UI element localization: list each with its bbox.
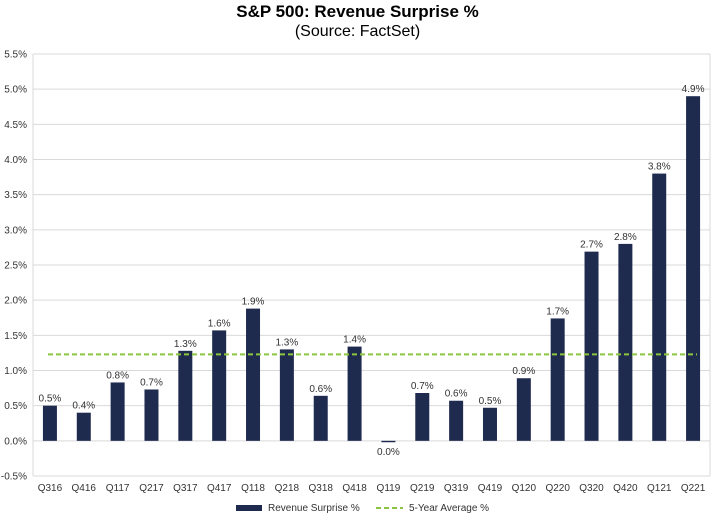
data-label: 4.9% [682, 84, 705, 95]
legend-label-revenue: Revenue Surprise % [268, 503, 360, 514]
x-tick-label: Q121 [647, 483, 672, 494]
bar [279, 349, 294, 441]
bar [246, 308, 261, 441]
data-label: 0.5% [39, 394, 62, 405]
data-label: 1.9% [242, 297, 265, 308]
bar [584, 251, 599, 441]
bar [550, 318, 565, 441]
x-tick-label: Q218 [275, 483, 300, 494]
y-tick-label: 2.0% [4, 296, 27, 307]
chart-subtitle: (Source: FactSet) [294, 23, 421, 40]
y-tick-label: 5.5% [4, 50, 27, 61]
chart-title: S&P 500: Revenue Surprise % [236, 2, 479, 21]
data-label: 0.0% [377, 447, 400, 458]
data-label: 0.7% [411, 381, 434, 392]
y-tick-label: 1.5% [4, 331, 27, 342]
data-label: 0.4% [72, 401, 95, 412]
y-tick-label: 2.5% [4, 261, 27, 272]
data-label: 0.5% [479, 396, 502, 407]
bar [178, 350, 193, 441]
data-label: 1.3% [174, 339, 197, 350]
bar [618, 243, 633, 441]
bar [482, 407, 497, 441]
bar [110, 382, 125, 441]
bar [516, 378, 531, 441]
y-tick-label: 4.5% [4, 120, 27, 131]
bar [212, 330, 227, 441]
x-tick-label: Q217 [139, 483, 164, 494]
data-label: 1.3% [275, 337, 298, 348]
bar [42, 405, 57, 441]
x-tick-label: Q418 [342, 483, 367, 494]
y-tick-label: 5.0% [4, 85, 27, 96]
x-tick-label: Q317 [173, 483, 198, 494]
bar [449, 400, 464, 441]
x-tick-label: Q416 [72, 483, 97, 494]
legend: Revenue Surprise % 5-Year Average % [236, 503, 489, 514]
data-label: 0.7% [140, 377, 163, 388]
bar [652, 173, 667, 441]
data-label: 3.8% [648, 162, 671, 173]
y-tick-label: 1.0% [4, 366, 27, 377]
x-tick-label: Q318 [308, 483, 333, 494]
data-label: 2.8% [614, 232, 637, 243]
data-label: 0.6% [309, 384, 332, 395]
y-tick-label: 3.5% [4, 190, 27, 201]
x-tick-label: Q316 [38, 483, 63, 494]
data-label: 1.7% [546, 306, 569, 317]
bar [313, 395, 328, 441]
y-tick-label: -0.5% [1, 472, 27, 483]
bar [686, 96, 701, 441]
x-tick-label: Q221 [681, 483, 706, 494]
x-tick-label: Q320 [579, 483, 604, 494]
x-tick-label: Q417 [207, 483, 232, 494]
x-tick-label: Q118 [241, 483, 265, 494]
bar [144, 389, 159, 441]
data-label: 0.6% [445, 389, 468, 400]
x-tick-label: Q119 [377, 483, 401, 494]
y-tick-label: 3.0% [4, 225, 27, 236]
x-tick-label: Q219 [410, 483, 435, 494]
x-tick-label: Q319 [444, 483, 469, 494]
x-tick-label: Q420 [613, 483, 638, 494]
y-tick-label: 0.0% [4, 436, 27, 447]
x-tick-label: Q220 [545, 483, 570, 494]
y-tick-label: 0.5% [4, 401, 27, 412]
data-label: 2.7% [580, 240, 603, 251]
x-tick-label: Q419 [478, 483, 503, 494]
data-label: 0.9% [512, 366, 535, 377]
y-tick-label: 4.0% [4, 155, 27, 166]
bar [415, 393, 430, 441]
legend-swatch-revenue [236, 505, 262, 511]
legend-label-average: 5-Year Average % [409, 503, 489, 514]
x-tick-label: Q117 [106, 483, 130, 494]
bar [381, 440, 396, 443]
data-label: 1.4% [343, 335, 366, 346]
bar [76, 412, 91, 441]
bar [347, 346, 362, 441]
x-tick-label: Q120 [512, 483, 537, 494]
data-label: 1.6% [208, 318, 231, 329]
data-label: 0.8% [106, 370, 129, 381]
